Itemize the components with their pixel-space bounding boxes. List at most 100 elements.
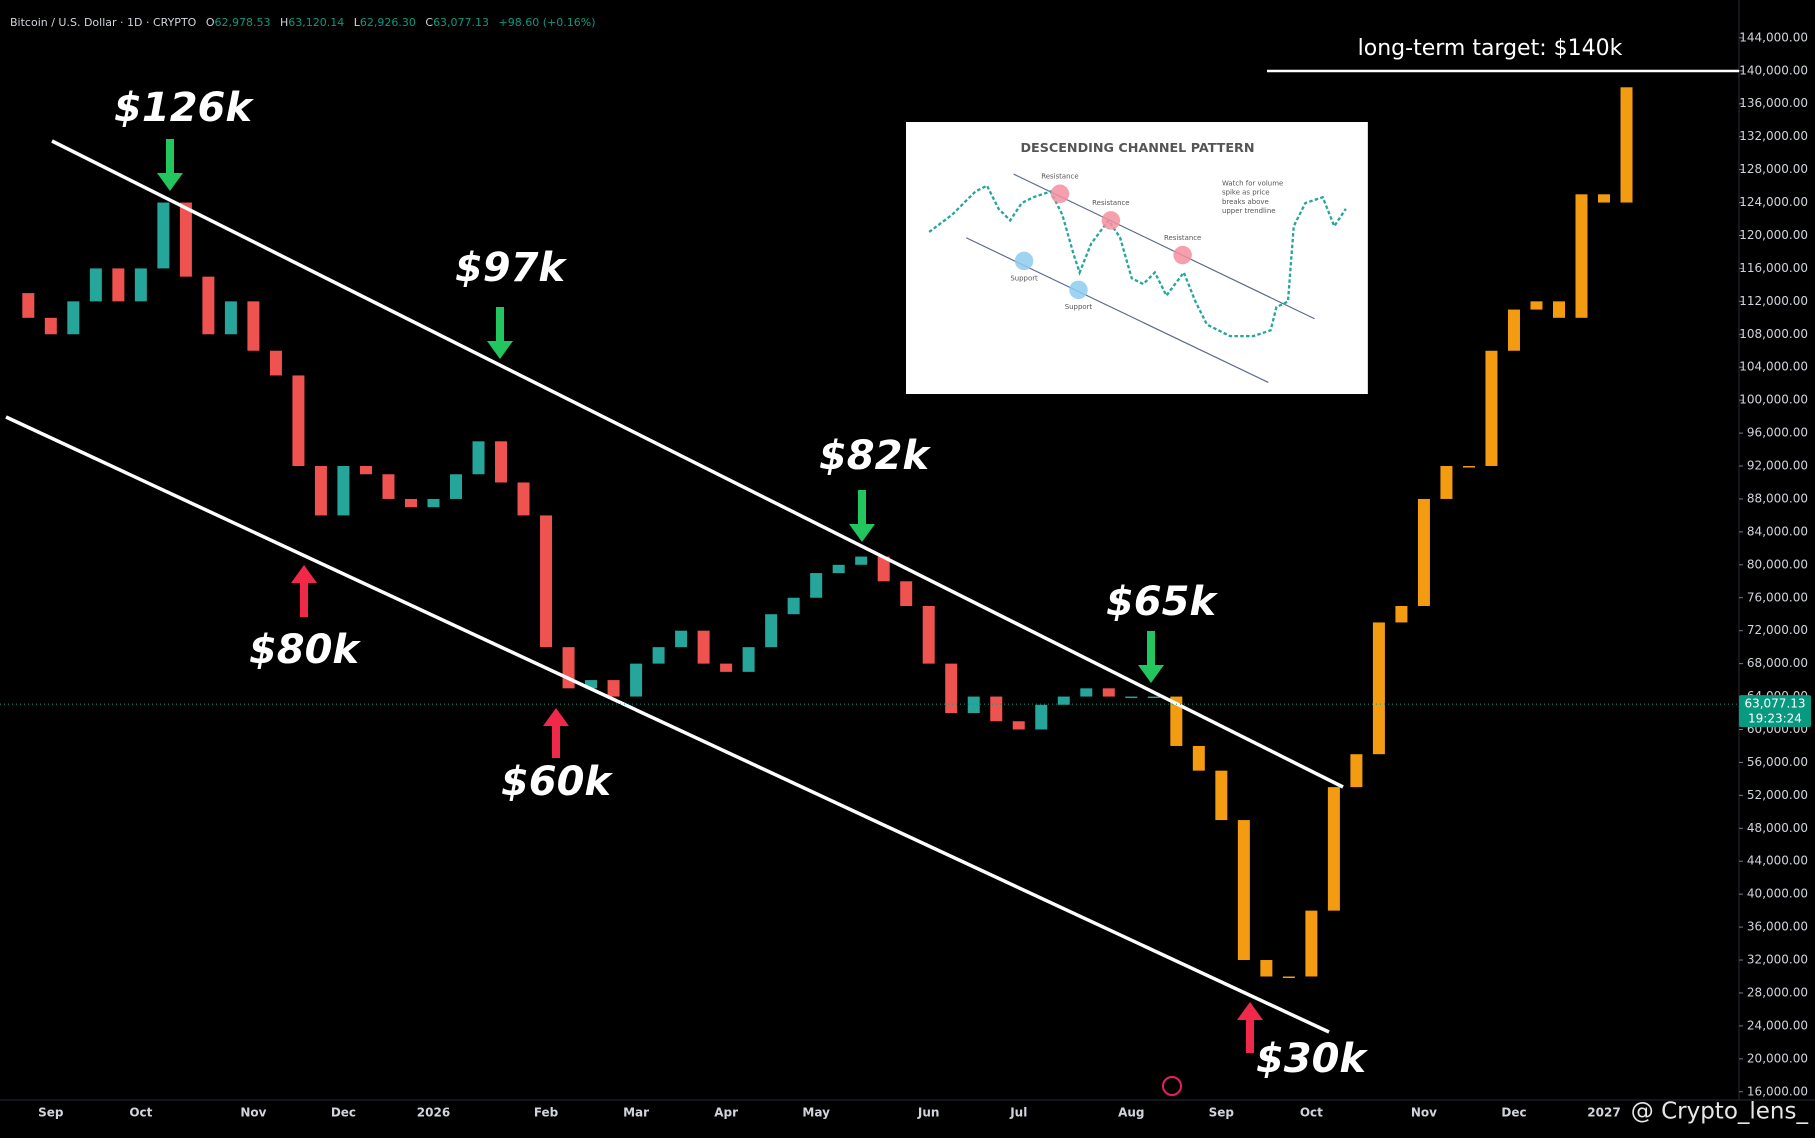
y-tick-label: 124,000.00 xyxy=(1739,195,1808,209)
candle xyxy=(1260,960,1273,977)
ohlc-key: C xyxy=(425,16,433,29)
candle xyxy=(1507,309,1520,351)
x-tick-label: Nov xyxy=(240,1106,266,1120)
arrows xyxy=(157,139,1263,1053)
candles xyxy=(22,87,1633,978)
annotation: $126k xyxy=(114,85,254,131)
candle xyxy=(1417,498,1430,606)
inset-pattern: DESCENDING CHANNEL PATTERN Resistance Re… xyxy=(906,122,1368,395)
candle xyxy=(990,696,1003,722)
candle xyxy=(112,268,125,302)
annotation: $97k xyxy=(455,245,567,291)
candle xyxy=(540,515,553,648)
candle xyxy=(1440,466,1453,499)
y-tick-label: 104,000.00 xyxy=(1739,360,1808,374)
y-tick-label: 96,000.00 xyxy=(1747,426,1808,440)
candle xyxy=(157,202,170,269)
x-tick-label: Oct xyxy=(1300,1106,1323,1120)
candle xyxy=(472,441,485,475)
candle xyxy=(314,466,327,516)
inset-label: Resistance xyxy=(1041,172,1078,180)
candle xyxy=(1282,976,1295,978)
x-tick-label: Dec xyxy=(331,1106,356,1120)
target-label: long-term target: $140k xyxy=(1358,36,1623,61)
candle xyxy=(1395,605,1408,623)
inset-resistance-dot xyxy=(1173,245,1192,265)
candle xyxy=(1305,910,1318,977)
x-tick-label: May xyxy=(802,1106,830,1120)
annotation: $65k xyxy=(1106,579,1218,625)
candle xyxy=(675,630,688,648)
lower-trendline xyxy=(5,415,1330,1034)
candle xyxy=(855,556,868,565)
inset-label: Resistance xyxy=(1164,234,1201,242)
y-tick-label: 120,000.00 xyxy=(1739,228,1808,242)
inset-support-dot xyxy=(1014,251,1034,271)
annotation: $60k xyxy=(501,759,613,805)
candle xyxy=(22,293,35,318)
candle xyxy=(1350,754,1363,788)
y-tick-label: 108,000.00 xyxy=(1739,327,1808,341)
candle xyxy=(832,564,845,574)
y-tick-label: 44,000.00 xyxy=(1747,854,1808,868)
up-arrow xyxy=(1237,1002,1263,1053)
ohlc-key: L xyxy=(354,16,361,29)
symbol: Bitcoin / U.S. Dollar · 1D · CRYPTO xyxy=(10,16,197,29)
inset-background xyxy=(906,122,1368,395)
candle xyxy=(202,276,215,335)
ohlc-value: 63,120.14 xyxy=(288,16,344,29)
upper-trendline xyxy=(51,139,1344,789)
candle xyxy=(945,663,958,714)
y-tick-label: 72,000.00 xyxy=(1747,623,1808,637)
x-tick-label: Feb xyxy=(534,1106,559,1120)
candle xyxy=(1215,770,1228,821)
inset-label: Support xyxy=(1010,274,1038,282)
candle xyxy=(427,498,440,508)
y-tick-label: 56,000.00 xyxy=(1747,755,1808,769)
y-tick-label: 88,000.00 xyxy=(1747,491,1808,505)
chart-header: Bitcoin / U.S. Dollar · 1D · CRYPTO O62,… xyxy=(10,16,596,29)
candle xyxy=(1125,696,1138,699)
x-tick-label: Apr xyxy=(714,1106,738,1120)
price-tag xyxy=(1739,695,1811,728)
candle xyxy=(224,301,237,335)
candle xyxy=(67,301,80,335)
price-tag-value: 63,077.13 xyxy=(1744,697,1805,711)
candle xyxy=(1372,622,1385,755)
y-tick-label: 80,000.00 xyxy=(1747,557,1808,571)
up-arrow xyxy=(291,565,317,617)
y-tick-label: 84,000.00 xyxy=(1747,524,1808,538)
y-tick-label: 140,000.00 xyxy=(1739,63,1808,77)
x-tick-label: 2026 xyxy=(417,1106,450,1120)
y-tick-label: 24,000.00 xyxy=(1747,1018,1808,1032)
change: +98.60 (+0.16%) xyxy=(499,16,596,29)
candle xyxy=(922,605,935,664)
x-tick-label: Sep xyxy=(1209,1106,1235,1120)
candle xyxy=(1620,87,1633,203)
y-tick-label: 16,000.00 xyxy=(1747,1084,1808,1098)
candle xyxy=(652,647,665,664)
candle xyxy=(89,268,102,302)
candle xyxy=(877,556,890,582)
x-tick-label: Jun xyxy=(917,1106,940,1120)
ohlc-key: H xyxy=(280,16,288,29)
ohlc-value: 62,978.53 xyxy=(215,16,271,29)
y-tick-label: 136,000.00 xyxy=(1739,96,1808,110)
candle xyxy=(1102,688,1115,697)
candle xyxy=(697,630,710,664)
candle xyxy=(967,696,980,714)
annotation: $82k xyxy=(819,433,931,479)
candle xyxy=(337,466,350,516)
y-tick-label: 128,000.00 xyxy=(1739,162,1808,176)
candle xyxy=(44,317,57,335)
x-tick-label: Dec xyxy=(1501,1106,1526,1120)
candle xyxy=(1012,721,1025,730)
inset-title: DESCENDING CHANNEL PATTERN xyxy=(1021,141,1255,156)
inset-note: Watch for volume xyxy=(1222,179,1283,187)
inset-resistance-dot xyxy=(1101,211,1121,230)
candle xyxy=(1575,194,1588,318)
inset-note: spike as price xyxy=(1222,189,1270,197)
y-tick-label: 100,000.00 xyxy=(1739,393,1808,407)
icon-ring xyxy=(1162,1076,1182,1096)
